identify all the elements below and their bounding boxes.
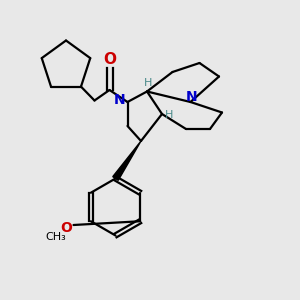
Text: N: N bbox=[186, 90, 198, 104]
Text: H: H bbox=[144, 78, 153, 88]
Text: CH₃: CH₃ bbox=[46, 232, 67, 242]
Polygon shape bbox=[113, 141, 141, 180]
Text: O: O bbox=[60, 221, 72, 235]
Text: N: N bbox=[113, 93, 125, 106]
Text: O: O bbox=[103, 52, 116, 67]
Text: H: H bbox=[165, 110, 174, 121]
